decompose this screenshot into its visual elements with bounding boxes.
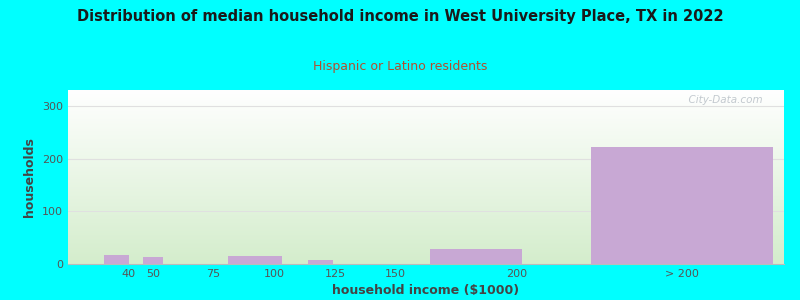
Y-axis label: households: households	[23, 137, 37, 217]
Bar	[143, 257, 162, 264]
Text: City-Data.com: City-Data.com	[682, 95, 762, 105]
Bar	[430, 249, 522, 264]
Bar	[308, 260, 333, 264]
X-axis label: household income ($1000): household income ($1000)	[333, 284, 519, 297]
Bar	[591, 147, 773, 264]
Text: Hispanic or Latino residents: Hispanic or Latino residents	[313, 60, 487, 73]
Bar	[105, 254, 129, 264]
Text: Distribution of median household income in West University Place, TX in 2022: Distribution of median household income …	[77, 9, 723, 24]
Bar	[228, 256, 282, 264]
